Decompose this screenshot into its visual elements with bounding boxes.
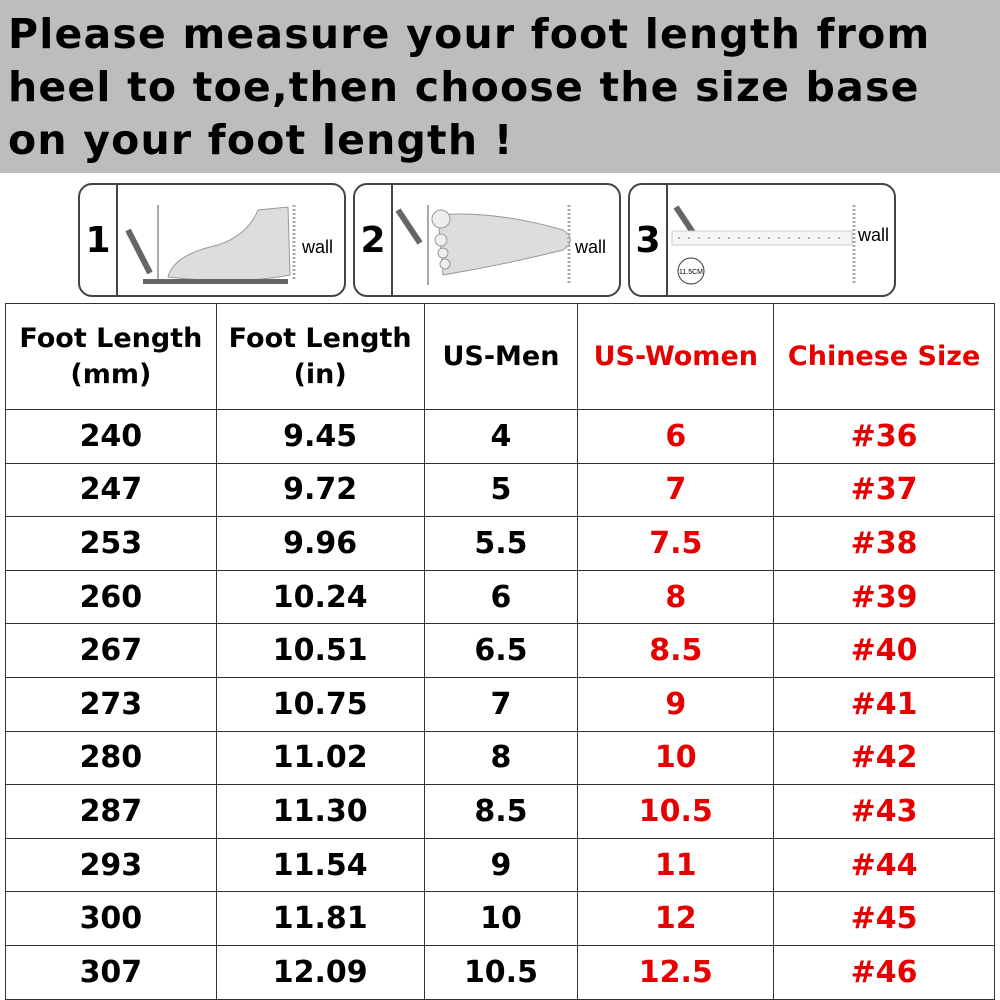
step-number: 3 xyxy=(630,185,668,295)
step-3-panel: 3 11.5CM wall xyxy=(628,183,896,297)
table-cell: 7 xyxy=(423,676,579,732)
column-header: US-Men xyxy=(423,303,579,410)
wall-label: wall xyxy=(301,237,333,257)
table-cell: 307 xyxy=(5,944,217,1000)
step-1-panel: 1 wall xyxy=(78,183,346,297)
table-cell: 247 xyxy=(5,462,217,518)
banner-line: heel to toe,then choose the size base xyxy=(8,63,920,111)
table-row: 267 10.51 6.5 8.5 #40 xyxy=(5,623,995,678)
table-cell: 10.5 xyxy=(577,784,775,839)
foot-side-illustration: wall xyxy=(125,205,333,284)
table-cell: 240 xyxy=(5,409,217,464)
step-2-panel: 2 wall xyxy=(353,183,621,297)
column-header: US-Women xyxy=(577,303,775,410)
table-cell: 10.5 xyxy=(423,944,579,1000)
table-row: 240 9.45 4 6 #36 xyxy=(5,409,995,464)
table-cell: 11.54 xyxy=(215,837,425,893)
table-cell: 7 xyxy=(577,462,775,518)
table-cell: #45 xyxy=(773,891,995,946)
size-chart-table: Foot Length (mm) Foot Length (in) US-Men US-W… xyxy=(5,303,995,1000)
table-cell: 300 xyxy=(5,891,217,946)
table-cell: 9.45 xyxy=(215,409,425,464)
table-cell: 267 xyxy=(5,623,217,678)
table-cell: 287 xyxy=(5,784,217,839)
table-row: 300 11.81 10 12 #45 xyxy=(5,891,995,946)
table-cell: 10 xyxy=(423,891,579,946)
table-cell: 10.24 xyxy=(215,569,425,625)
table-cell: 11.81 xyxy=(215,891,425,946)
table-cell: 11.30 xyxy=(215,784,425,839)
table-cell: 8.5 xyxy=(423,784,579,839)
table-cell: 8 xyxy=(423,730,579,786)
column-header: Foot Length (in) xyxy=(215,303,425,410)
table-cell: 8.5 xyxy=(577,623,775,678)
table-row: 293 11.54 9 11 #44 xyxy=(5,837,995,893)
table-cell: 4 xyxy=(423,409,579,464)
column-header: Chinese Size xyxy=(773,303,995,410)
table-cell: 10.51 xyxy=(215,623,425,678)
table-cell: 253 xyxy=(5,516,217,571)
table-row: 273 10.75 7 9 #41 xyxy=(5,676,995,732)
table-cell: #38 xyxy=(773,516,995,571)
ruler-illustration: 11.5CM wall xyxy=(671,205,889,285)
banner-line: on your foot length ! xyxy=(8,116,514,164)
banner-line: Please measure your foot length from xyxy=(8,10,931,58)
table-cell: 5.5 xyxy=(423,516,579,571)
table-cell: 6 xyxy=(423,569,579,625)
table-cell: 9.72 xyxy=(215,462,425,518)
table-row: 280 11.02 8 10 #42 xyxy=(5,730,995,786)
step-number: 1 xyxy=(80,185,118,295)
table-cell: 11.02 xyxy=(215,730,425,786)
wall-label: wall xyxy=(857,225,889,245)
table-cell: 9 xyxy=(577,676,775,732)
wall-label: wall xyxy=(574,237,606,257)
table-cell: 6 xyxy=(577,409,775,464)
table-cell: #40 xyxy=(773,623,995,678)
table-cell: 10.75 xyxy=(215,676,425,732)
table-cell: 8 xyxy=(577,569,775,625)
table-row: 287 11.30 8.5 10.5 #43 xyxy=(5,784,995,839)
ruler-measurement: 11.5CM xyxy=(679,269,703,276)
instruction-banner: Please measure your foot length from hee… xyxy=(0,0,1000,173)
table-cell: #46 xyxy=(773,944,995,1000)
table-cell: 293 xyxy=(5,837,217,893)
table-row: 253 9.96 5.5 7.5 #38 xyxy=(5,516,995,571)
table-cell: 5 xyxy=(423,462,579,518)
table-cell: 11 xyxy=(577,837,775,893)
table-cell: 12.5 xyxy=(577,944,775,1000)
table-cell: 12.09 xyxy=(215,944,425,1000)
table-cell: #44 xyxy=(773,837,995,893)
table-cell: #36 xyxy=(773,409,995,464)
table-cell: 7.5 xyxy=(577,516,775,571)
column-header: Foot Length (mm) xyxy=(5,303,217,410)
table-cell: 273 xyxy=(5,676,217,732)
table-cell: 10 xyxy=(577,730,775,786)
table-cell: #39 xyxy=(773,569,995,625)
foot-top-illustration: wall xyxy=(395,205,606,285)
table-cell: #37 xyxy=(773,462,995,518)
table-cell: 12 xyxy=(577,891,775,946)
table-cell: #42 xyxy=(773,730,995,786)
table-cell: #43 xyxy=(773,784,995,839)
table-row: 260 10.24 6 8 #39 xyxy=(5,569,995,625)
table-cell: 260 xyxy=(5,569,217,625)
table-cell: 280 xyxy=(5,730,217,786)
table-cell: #41 xyxy=(773,676,995,732)
table-row: 307 12.09 10.5 12.5 #46 xyxy=(5,944,995,1000)
table-row: 247 9.72 5 7 #37 xyxy=(5,462,995,518)
table-cell: 9.96 xyxy=(215,516,425,571)
table-cell: 9 xyxy=(423,837,579,893)
step-number: 2 xyxy=(355,185,393,295)
table-cell: 6.5 xyxy=(423,623,579,678)
